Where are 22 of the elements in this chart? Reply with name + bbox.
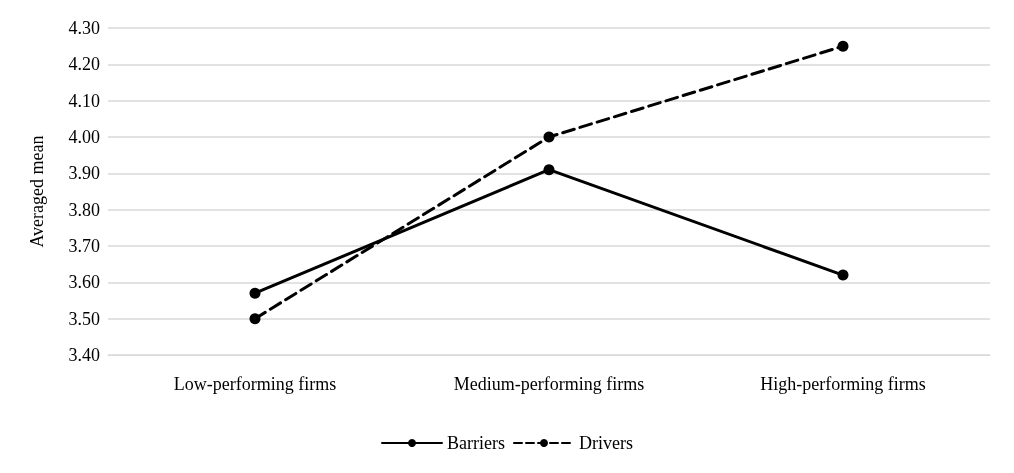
y-tick-label: 4.10 <box>68 90 100 111</box>
y-tick-label: 4.00 <box>68 127 100 147</box>
y-tick-label: 4.30 <box>68 18 100 38</box>
point <box>837 40 849 52</box>
y-tick-label: 3.70 <box>68 236 100 256</box>
point <box>249 313 261 325</box>
y-tick-label: 3.60 <box>68 272 100 293</box>
legend-label: Drivers <box>579 433 633 453</box>
y-tick-label: 4.20 <box>68 54 100 75</box>
point <box>249 287 261 299</box>
y-tick-label: 3.40 <box>68 345 100 365</box>
point <box>837 269 849 281</box>
x-tick-label: Low-performing firms <box>173 374 337 394</box>
y-axis-title: Averaged mean <box>27 135 47 248</box>
x-tick-label: High-performing firms <box>760 374 926 394</box>
y-tick-label: 3.50 <box>68 308 100 329</box>
legend-label: Barriers <box>447 433 506 453</box>
x-tick-label: Medium-performing firms <box>453 374 645 394</box>
point <box>543 164 555 176</box>
point <box>543 131 555 143</box>
y-tick-label: 3.90 <box>68 163 100 184</box>
y-tick-label: 3.80 <box>68 199 100 220</box>
